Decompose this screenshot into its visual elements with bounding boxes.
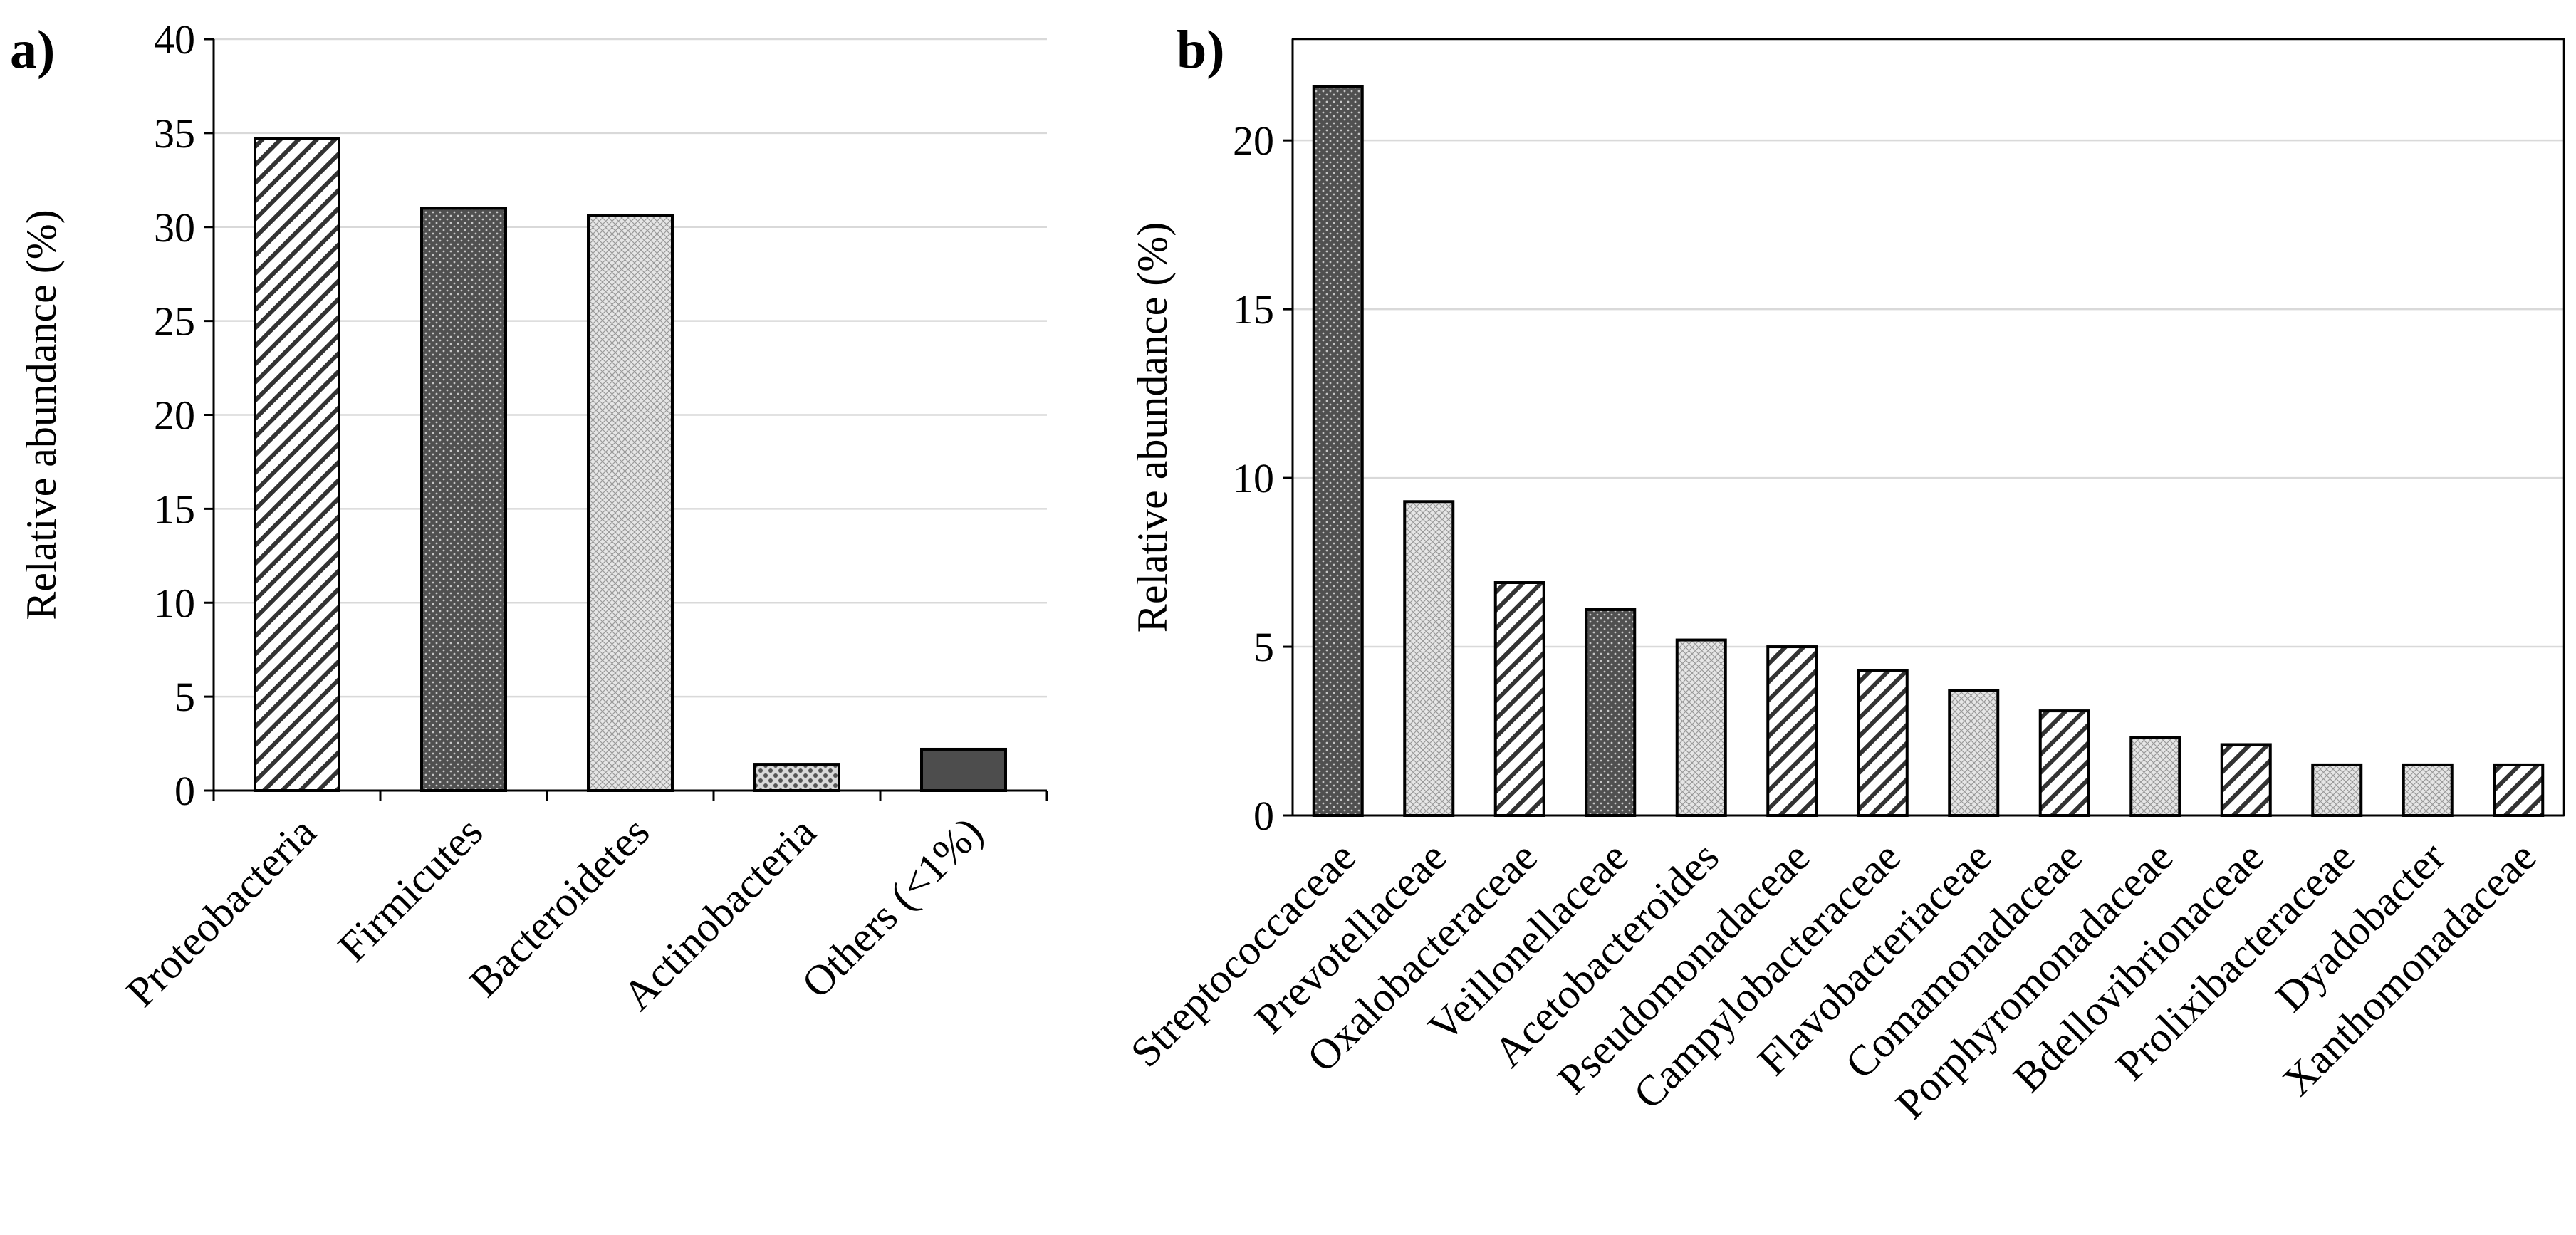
y-tick-label: 5 [174,674,195,720]
x-tick-label: Others (<1%) [793,808,991,1007]
bar-dyadobacter [2402,763,2454,818]
y-tick-label: 20 [1233,118,1274,164]
y-tick-label: 0 [174,768,195,814]
y-tick-label: 30 [154,204,195,251]
bar-comamonadaceae [2038,709,2090,818]
x-tick-label: Firmicutes [329,808,491,971]
bar-prolixibacteraceae [2311,763,2363,818]
bar-bdellovibrionaceae [2220,743,2272,818]
bar-campylobacteraceae [1857,669,1909,818]
y-tick-label: 5 [1253,624,1274,670]
bar-firmicutes [420,207,507,792]
bar-bacteroidetes [587,214,674,792]
bar-others-1 [920,747,1007,792]
plot-frame [1291,38,2565,817]
bar-oxalobacteraceae [1493,581,1545,817]
bar-proteobacteria [254,137,340,793]
y-axis-title: Relative abundance (%) [18,209,65,620]
bar-pseudomonadaceae [1766,645,1818,817]
y-tick-label: 10 [154,580,195,626]
y-tick-label: 0 [1253,793,1274,839]
y-tick-label: 35 [154,110,195,157]
y-tick-label: 20 [154,392,195,439]
y-tick-label: 40 [154,16,195,63]
bar-porphyromonadaceae [2129,736,2181,817]
panel-label-a: a) [10,20,55,80]
y-tick-label: 10 [1233,455,1274,501]
y-tick-label: 25 [154,298,195,345]
bar-streptococcaceae [1312,85,1364,817]
bar-prevotellaceae [1403,500,1455,817]
panel-label-b: b) [1177,20,1225,80]
chart-a: 0 5 10 15 20 25 30 35 40 Proteobacteria Firmicutes… [18,16,1048,1019]
bar-flavobacteriaceae [1948,689,2000,817]
chart-b: 05101520StreptococcaceaePrevotellaceaeOx… [1122,38,2565,1128]
y-tick-label: 15 [154,486,195,532]
y-axis-title: Relative abundance (%) [1129,222,1176,632]
bar-xanthomonadaceae [2493,763,2545,818]
bar-actinobacteria [753,763,840,792]
y-tick-label: 15 [1233,286,1274,333]
x-tick-label: Proteobacteria [118,808,325,1016]
bar-veillonellaceae [1585,608,1637,817]
bar-acetobacteroides [1675,638,1727,818]
